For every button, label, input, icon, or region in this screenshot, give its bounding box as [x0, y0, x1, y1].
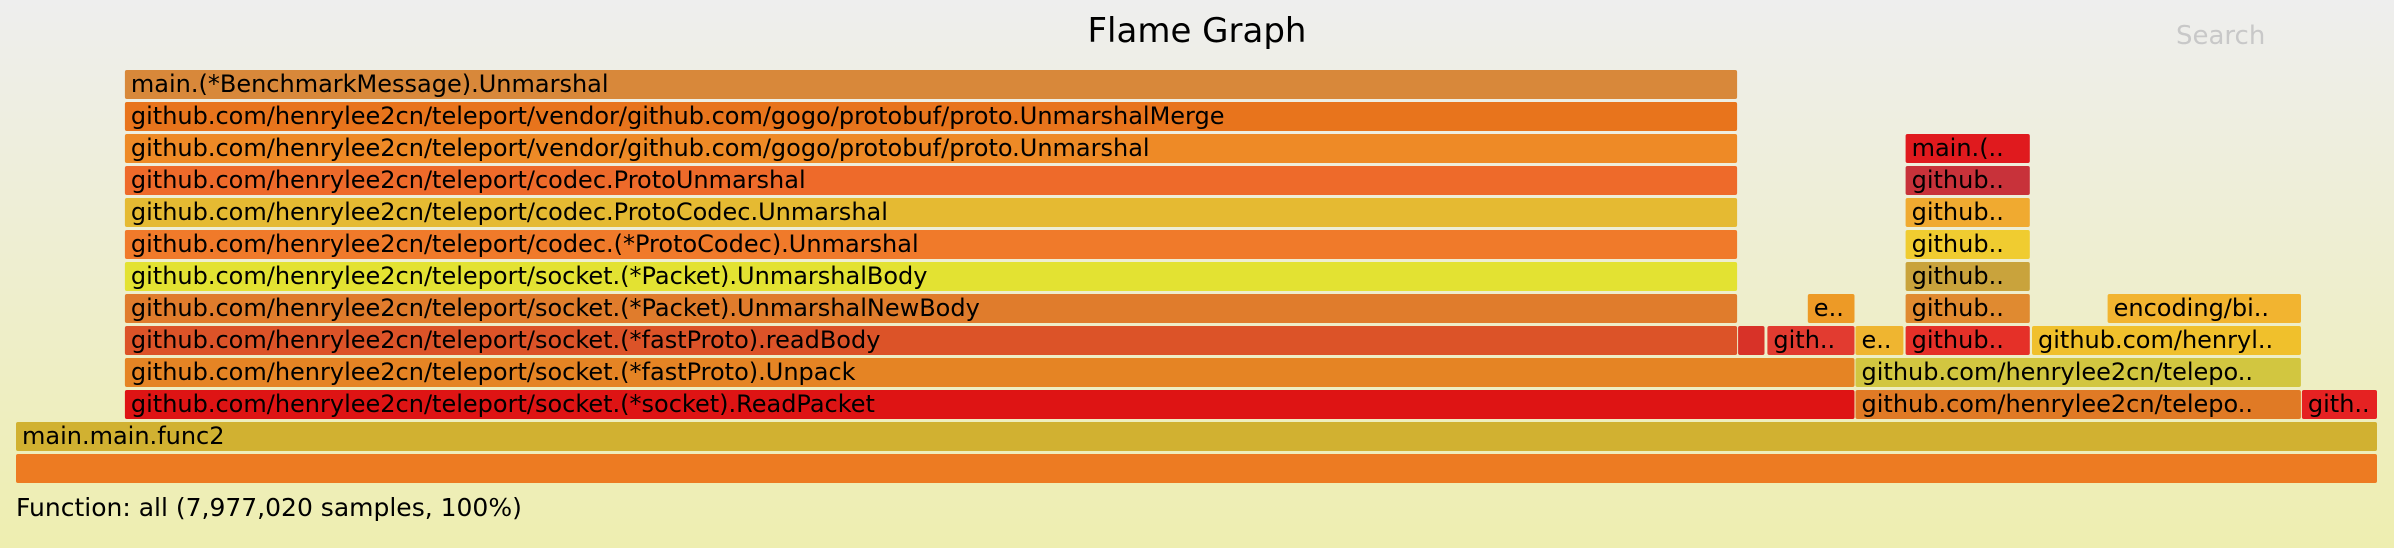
flame-frame-bar[interactable] [1905, 326, 2030, 355]
flame-frame-bar[interactable] [2301, 390, 2377, 419]
flame-frame[interactable]: github.. [1905, 262, 2030, 291]
flame-frame-label: github.com/henrylee2cn/teleport/vendor/g… [131, 134, 1150, 162]
status-text: Function: all (7,977,020 samples, 100%) [16, 493, 522, 522]
flame-frame-bar[interactable] [1738, 326, 1765, 355]
flame-frame-bar[interactable] [124, 198, 1738, 227]
flame-frame[interactable]: gith.. [1767, 326, 1855, 355]
flame-frame-label: github.com/henrylee2cn/teleport/socket.(… [131, 326, 881, 354]
flame-frame[interactable]: gith.. [2301, 390, 2377, 419]
search-button[interactable]: Search [2176, 21, 2266, 51]
flame-frame[interactable]: github.com/henrylee2cn/teleport/socket.(… [124, 358, 1855, 387]
flame-frame-label: github.com/henrylee2cn/teleport/codec.Pr… [131, 198, 888, 226]
flame-frame-bar[interactable] [124, 326, 1738, 355]
flame-frame[interactable]: github.. [1905, 166, 2030, 195]
flame-frame-label: github.com/henrylee2cn/teleport/codec.(*… [131, 230, 919, 258]
flame-frame[interactable]: github.. [1905, 198, 2030, 227]
flame-frame-bar[interactable] [1905, 230, 2030, 259]
flame-frame-label: github.. [1912, 198, 2004, 226]
flame-frame[interactable]: github.com/henrylee2cn/teleport/socket.(… [124, 390, 1855, 419]
flame-frame-label: e.. [1814, 294, 1844, 322]
flame-frame-label: main.(.. [1912, 134, 2004, 162]
flame-frame-label: github.. [1912, 166, 2004, 194]
flame-frame-label: github.com/henrylee2cn/teleport/socket.(… [131, 358, 856, 386]
flame-frame-bar[interactable] [1905, 166, 2030, 195]
flame-frame[interactable]: github.com/henrylee2cn/telepo.. [1855, 390, 2301, 419]
flame-frame-label: encoding/bi.. [2114, 294, 2269, 322]
flame-frame-bar[interactable] [124, 102, 1738, 131]
flame-frame-bar[interactable] [124, 294, 1738, 323]
flame-frame[interactable]: main.main.func2 [16, 422, 2377, 451]
flame-frame-label: github.com/henrylee2cn/telepo.. [1862, 390, 2254, 418]
flame-frame-bar[interactable] [124, 262, 1738, 291]
flame-frame-label: github.. [1912, 262, 2004, 290]
flame-frame[interactable]: github.com/henrylee2cn/teleport/vendor/g… [124, 102, 1738, 131]
flame-frame[interactable]: github.. [1905, 326, 2030, 355]
flame-frame-label: github.com/henrylee2cn/teleport/socket.(… [131, 294, 980, 322]
flame-frame[interactable]: encoding/bi.. [2107, 294, 2301, 323]
flame-frame[interactable] [16, 454, 2377, 483]
flame-frame[interactable]: main.(*BenchmarkMessage).Unmarshal [124, 70, 1738, 99]
flame-frame-bar[interactable] [124, 70, 1738, 99]
flame-frame-bar[interactable] [2032, 326, 2301, 355]
flame-frame[interactable]: main.(.. [1905, 134, 2030, 163]
flame-frame[interactable]: github.. [1905, 294, 2030, 323]
flame-frame-bar[interactable] [124, 390, 1855, 419]
flame-frame[interactable]: github.com/henrylee2cn/teleport/codec.Pr… [124, 166, 1738, 195]
flame-frame[interactable]: e.. [1807, 294, 1855, 323]
flame-frame-bar[interactable] [124, 230, 1738, 259]
flame-frame-label: e.. [1862, 326, 1892, 354]
flame-frame-bar[interactable] [1905, 134, 2030, 163]
flame-frame-label: github.com/henrylee2cn/teleport/socket.(… [131, 262, 928, 290]
flame-frame-bar[interactable] [1905, 198, 2030, 227]
flame-frame-bar[interactable] [2107, 294, 2301, 323]
flame-frame-label: github.com/henrylee2cn/teleport/socket.(… [131, 390, 875, 418]
flame-frame[interactable]: github.com/henrylee2cn/teleport/socket.(… [124, 326, 1738, 355]
flame-frame-bar[interactable] [124, 166, 1738, 195]
flame-frame-label: main.(*BenchmarkMessage).Unmarshal [131, 70, 609, 98]
flame-frame[interactable]: github.com/henrylee2cn/teleport/codec.(*… [124, 230, 1738, 259]
flame-frame-label: main.main.func2 [22, 422, 225, 450]
flame-frame-label: github.com/henrylee2cn/telepo.. [1862, 358, 2254, 386]
flame-frame-label: gith.. [2308, 390, 2370, 418]
flame-frame-label: github.. [1912, 294, 2004, 322]
flame-frame-bar[interactable] [16, 454, 2377, 483]
flame-frame-label: gith.. [1773, 326, 1835, 354]
flame-frame-bar[interactable] [1767, 326, 1855, 355]
flame-frame[interactable]: github.com/henrylee2cn/teleport/socket.(… [124, 262, 1738, 291]
flame-frame-bar[interactable] [1855, 326, 1904, 355]
flame-frame-label: github.com/henrylee2cn/teleport/vendor/g… [131, 102, 1225, 130]
flame-frame[interactable]: github.. [1905, 230, 2030, 259]
flame-frame-label: github.. [1912, 230, 2004, 258]
flame-frame[interactable]: github.com/henrylee2cn/teleport/socket.(… [124, 294, 1738, 323]
flame-frame[interactable]: github.com/henrylee2cn/telepo.. [1855, 358, 2301, 387]
flame-frame[interactable]: e.. [1855, 326, 1904, 355]
flame-frame-bar[interactable] [1855, 390, 2301, 419]
flame-frame-bar[interactable] [1855, 358, 2301, 387]
page-title: Flame Graph [1087, 11, 1307, 51]
flame-frame-bar[interactable] [124, 134, 1738, 163]
flame-frame[interactable]: github.com/henrylee2cn/teleport/vendor/g… [124, 134, 1738, 163]
flame-frame[interactable]: github.com/henrylee2cn/teleport/codec.Pr… [124, 198, 1738, 227]
flame-frame-bar[interactable] [1905, 294, 2030, 323]
flame-frame-label: github.. [1912, 326, 2004, 354]
flame-frame-bar[interactable] [1807, 294, 1855, 323]
flame-frame-label: github.com/henrylee2cn/teleport/codec.Pr… [131, 166, 806, 194]
flame-frame-bar[interactable] [1905, 262, 2030, 291]
flame-frame[interactable]: github.com/henryl.. [2032, 326, 2301, 355]
flame-frame[interactable] [1738, 326, 1765, 355]
flame-frame-bar[interactable] [124, 358, 1855, 387]
flame-frame-label: github.com/henryl.. [2038, 326, 2273, 354]
flame-frame-bar[interactable] [16, 422, 2377, 451]
